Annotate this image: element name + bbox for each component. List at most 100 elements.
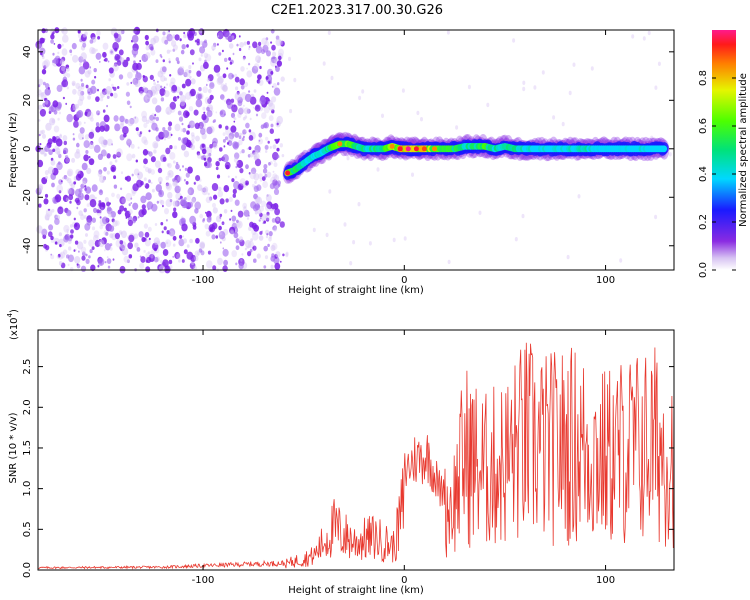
noise-blob [256,184,261,191]
noise-blob [268,81,270,84]
noise-blob [188,65,191,69]
noise-blob [240,151,242,154]
noise-blob [38,204,41,208]
noise-blob [194,110,199,116]
noise-blob [227,142,229,145]
noise-blob [207,78,210,82]
noise-blob [169,74,171,77]
noise-blob [114,115,119,122]
noise-blob [82,43,86,48]
noise-blob [76,174,82,181]
noise-blob [247,217,249,220]
noise-blob [150,75,154,80]
noise-blob [107,171,110,175]
noise-blob [165,239,171,247]
noise-blob [141,237,145,242]
noise-blob [63,97,65,100]
noise-blob [199,46,205,53]
noise-blob [248,90,250,93]
noise-blob [245,123,250,129]
noise-blob [94,76,96,79]
noise-blob [208,216,211,220]
noise-blob [212,110,214,112]
noise-blob [280,261,282,263]
noise-blob [260,179,263,182]
noise-blob [70,53,72,55]
noise-blob [216,111,218,113]
noise-blob [59,232,62,236]
noise-blob [201,54,203,57]
noise-blob [619,258,622,262]
noise-blob [45,88,51,96]
noise-blob [101,207,104,211]
noise-blob [126,176,131,182]
noise-blob [45,170,49,175]
noise-blob [80,215,84,221]
noise-blob [65,177,68,181]
noise-blob [61,66,65,71]
noise-blob [196,94,201,100]
noise-blob [195,136,200,142]
noise-blob [144,223,148,228]
noise-blob [68,194,73,200]
noise-blob [344,222,347,226]
noise-blob [233,53,235,55]
noise-blob [181,200,188,208]
noise-blob [239,263,244,269]
noise-blob [272,243,278,250]
noise-blob [181,218,186,225]
snr-multiplier: (x104) [6,309,20,340]
noise-blob [175,124,181,132]
x-tick-label: 100 [596,275,615,286]
noise-blob [48,87,50,90]
noise-blob [112,42,119,50]
noise-blob [89,47,95,54]
noise-blob [276,148,279,152]
noise-blob [132,191,136,196]
noise-blob [216,167,219,170]
noise-blob [194,182,196,185]
noise-blob [231,216,236,222]
noise-blob [83,59,86,63]
noise-blob [161,56,163,58]
noise-blob [168,126,172,131]
noise-blob [81,266,86,272]
noise-blob [140,91,144,96]
noise-blob [59,244,62,247]
noise-blob [148,130,150,133]
noise-blob [158,190,164,197]
noise-blob [133,29,137,34]
noise-blob [82,137,84,139]
noise-blob [181,66,184,69]
noise-blob [120,240,124,244]
noise-blob [69,181,73,186]
noise-blob [109,233,113,238]
noise-blob [202,144,205,148]
noise-blob [273,144,277,149]
noise-blob [143,76,148,83]
noise-blob [198,87,201,91]
noise-blob [173,244,176,247]
noise-blob [52,53,54,56]
noise-blob [173,160,176,163]
noise-blob [178,259,181,262]
noise-blob [231,178,234,182]
noise-blob [210,107,212,110]
noise-blob [151,123,157,131]
noise-blob [223,249,229,257]
noise-blob [270,128,274,134]
noise-blob [169,145,172,149]
noise-blob [126,92,130,97]
noise-blob [56,185,63,193]
noise-blob [106,86,112,94]
noise-blob [258,133,262,138]
noise-blob [416,111,419,115]
noise-blob [85,186,91,193]
noise-blob [153,143,158,149]
noise-blob [262,176,266,181]
noise-blob [126,217,128,219]
noise-blob [259,219,261,222]
noise-blob [128,220,133,226]
noise-blob [92,218,96,223]
